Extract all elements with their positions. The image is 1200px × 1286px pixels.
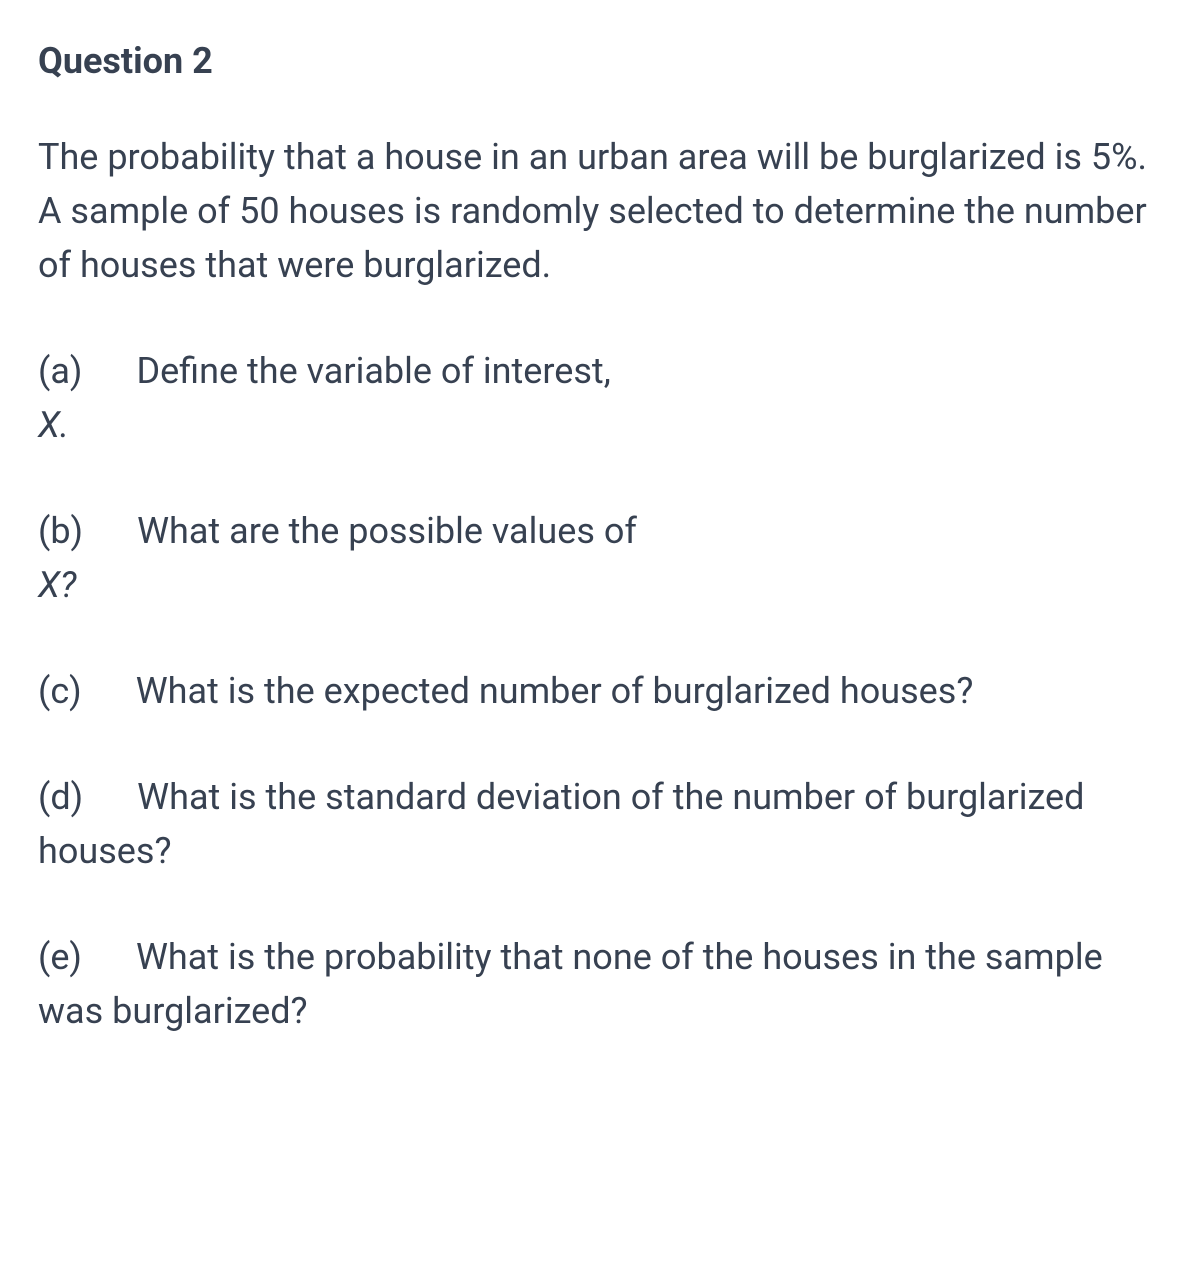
part-text: What is the expected number of burglariz… <box>136 670 974 712</box>
variable-x: X. <box>38 404 69 446</box>
question-part-b: (b) What are the possible values of X? <box>38 504 1162 612</box>
part-label: (c) <box>38 670 82 712</box>
question-part-a: (a) Define the variable of interest, X. <box>38 344 1162 452</box>
part-label: (a) <box>38 350 82 392</box>
question-title: Question 2 <box>38 40 1162 82</box>
part-label: (d) <box>38 776 83 818</box>
question-intro: The probability that a house in an urban… <box>38 130 1162 292</box>
variable-x: X? <box>38 564 76 606</box>
question-part-d: (d)What is the standard deviation of the… <box>38 770 1162 878</box>
part-label: (e) <box>38 936 82 978</box>
part-text: What is the standard deviation of the nu… <box>38 776 1084 872</box>
question-part-e: (e)What is the probability that none of … <box>38 930 1162 1038</box>
part-label: (b) <box>38 510 83 552</box>
part-text: Define the variable of interest, <box>136 350 610 392</box>
part-text: What is the probability that none of the… <box>38 936 1103 1032</box>
question-part-c: (c) What is the expected number of burgla… <box>38 664 1162 718</box>
part-text: What are the possible values of <box>137 510 637 552</box>
